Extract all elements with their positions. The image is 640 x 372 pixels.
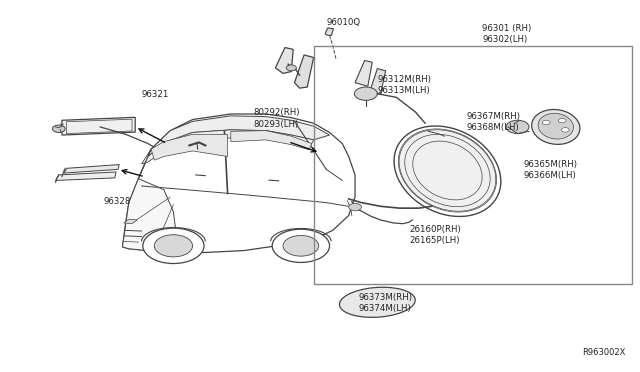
Polygon shape xyxy=(56,172,116,180)
Text: 26160P(RH)
26165P(LH): 26160P(RH) 26165P(LH) xyxy=(409,225,461,245)
Polygon shape xyxy=(124,219,137,224)
Polygon shape xyxy=(141,130,314,164)
Circle shape xyxy=(542,120,550,125)
Circle shape xyxy=(355,87,378,100)
Text: 96312M(RH)
96313M(LH): 96312M(RH) 96313M(LH) xyxy=(378,75,431,95)
Ellipse shape xyxy=(339,287,415,317)
Circle shape xyxy=(286,65,296,71)
Text: 96367M(RH)
96368M(LH): 96367M(RH) 96368M(LH) xyxy=(467,112,520,132)
Polygon shape xyxy=(62,117,135,135)
Polygon shape xyxy=(294,55,314,88)
Ellipse shape xyxy=(532,109,580,144)
Text: R963002X: R963002X xyxy=(582,349,626,357)
Text: 96373M(RH)
96374M(LH): 96373M(RH) 96374M(LH) xyxy=(358,293,412,313)
Polygon shape xyxy=(355,61,372,86)
Circle shape xyxy=(154,235,193,257)
Text: 96301 (RH)
96302(LH): 96301 (RH) 96302(LH) xyxy=(483,23,532,44)
Ellipse shape xyxy=(399,130,496,211)
Text: 96365M(RH)
96366M(LH): 96365M(RH) 96366M(LH) xyxy=(524,160,578,180)
Polygon shape xyxy=(370,68,386,94)
Polygon shape xyxy=(151,134,228,160)
Circle shape xyxy=(283,235,319,256)
Text: 96321: 96321 xyxy=(141,90,169,99)
Circle shape xyxy=(506,120,529,134)
Text: 96328: 96328 xyxy=(103,197,131,206)
Polygon shape xyxy=(122,179,177,251)
Polygon shape xyxy=(122,114,355,253)
Circle shape xyxy=(272,229,330,262)
Text: 80292(RH)
80293(LH): 80292(RH) 80293(LH) xyxy=(253,109,300,129)
Polygon shape xyxy=(148,116,330,157)
Polygon shape xyxy=(231,131,312,150)
Polygon shape xyxy=(275,48,293,73)
Ellipse shape xyxy=(394,126,501,217)
Circle shape xyxy=(52,125,65,132)
Polygon shape xyxy=(325,28,333,35)
Circle shape xyxy=(349,203,362,211)
Circle shape xyxy=(561,128,569,132)
Polygon shape xyxy=(64,164,119,173)
Ellipse shape xyxy=(538,113,573,139)
Circle shape xyxy=(558,118,566,123)
Bar xyxy=(314,46,632,284)
Circle shape xyxy=(143,228,204,263)
Text: 96010Q: 96010Q xyxy=(326,18,360,27)
